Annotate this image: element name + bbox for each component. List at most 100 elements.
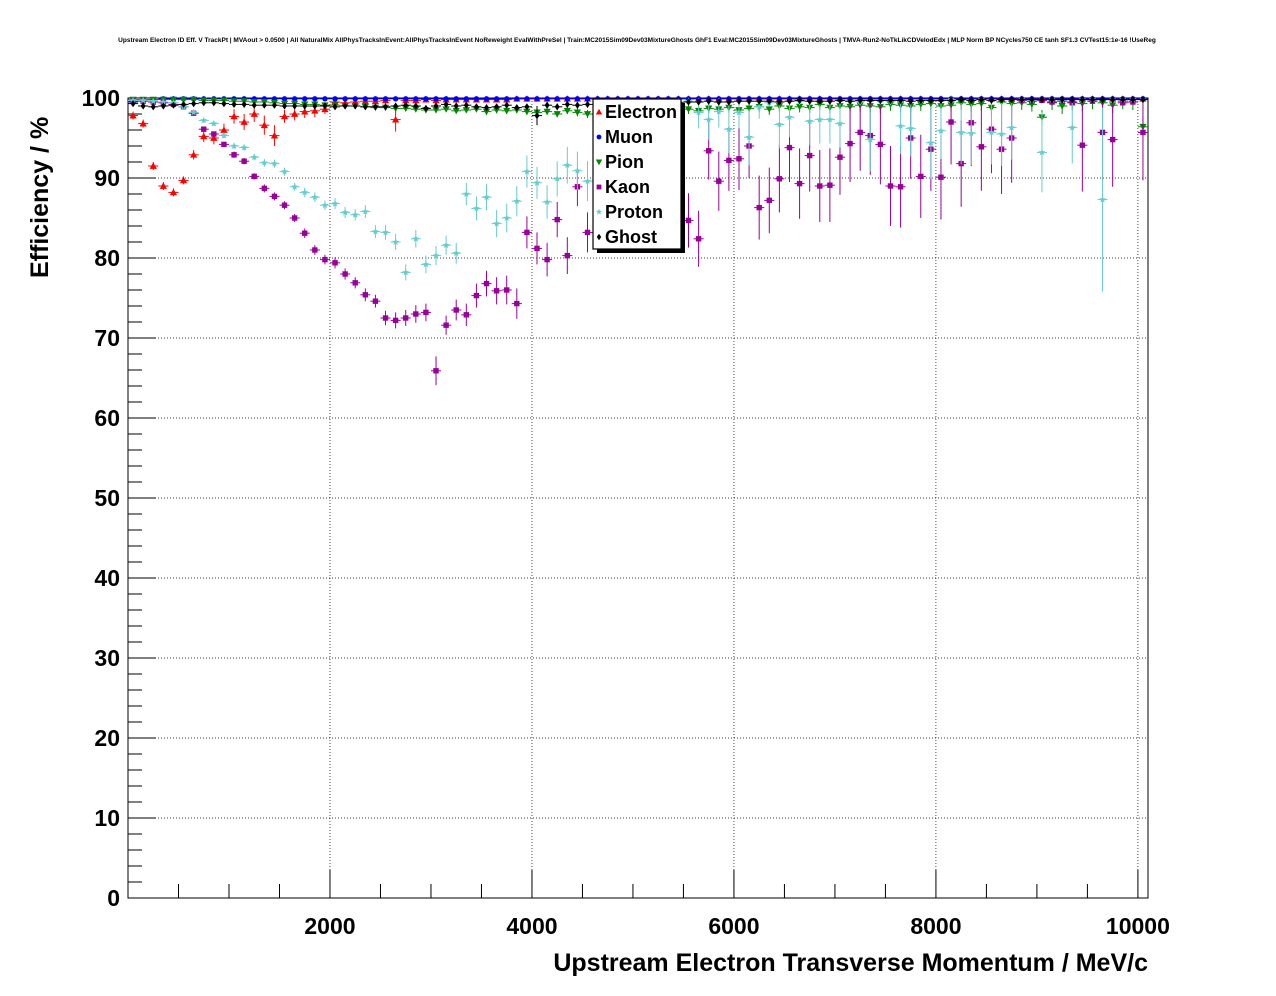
data-point <box>855 96 866 104</box>
data-point <box>501 203 512 233</box>
point-marker <box>311 107 319 114</box>
data-point <box>572 108 583 117</box>
point-marker <box>847 97 853 105</box>
point-marker <box>695 108 702 116</box>
point-marker <box>130 100 136 108</box>
data-point <box>360 103 371 111</box>
point-marker <box>452 107 460 115</box>
data-point <box>723 105 734 154</box>
data-point <box>329 103 341 111</box>
data-point <box>794 148 805 219</box>
data-point <box>824 148 835 222</box>
point-marker <box>220 132 228 139</box>
point-marker <box>574 96 581 102</box>
point-marker <box>382 96 389 102</box>
point-marker <box>200 116 208 124</box>
data-point <box>340 96 351 102</box>
point-marker <box>533 179 541 186</box>
point-marker <box>1120 96 1126 104</box>
point-marker <box>584 177 591 185</box>
point-marker <box>706 97 712 105</box>
data-point <box>1077 96 1088 104</box>
data-point <box>410 96 421 102</box>
point-marker <box>1059 96 1065 104</box>
point-marker <box>181 100 187 108</box>
data-point <box>410 230 421 248</box>
point-marker <box>1068 124 1076 131</box>
point-marker <box>897 184 904 190</box>
data-point <box>501 96 512 102</box>
point-marker <box>281 202 288 208</box>
data-point <box>713 151 724 211</box>
data-point <box>693 98 704 106</box>
data-point <box>128 111 139 120</box>
data-point <box>178 96 189 104</box>
data-point <box>249 153 260 161</box>
data-point <box>370 103 381 111</box>
data-point <box>1117 96 1128 104</box>
data-point <box>350 209 361 221</box>
point-marker <box>261 101 267 109</box>
point-marker <box>745 133 753 141</box>
data-point <box>986 96 997 104</box>
point-marker <box>887 183 894 189</box>
data-point <box>744 109 755 166</box>
point-marker <box>736 97 742 105</box>
point-marker <box>332 260 338 266</box>
data-point <box>956 100 967 165</box>
point-marker <box>281 96 288 102</box>
legend-marker <box>596 134 602 140</box>
point-marker <box>503 107 511 115</box>
y-tick-label: 30 <box>94 645 120 671</box>
data-point <box>259 184 270 193</box>
data-point <box>774 98 785 106</box>
data-point <box>774 145 785 213</box>
data-point <box>1047 96 1058 104</box>
data-point <box>259 101 270 109</box>
data-point <box>733 127 745 190</box>
data-point <box>350 96 361 102</box>
point-marker <box>988 128 995 136</box>
point-marker <box>553 111 561 118</box>
data-point <box>905 97 916 105</box>
data-point <box>249 101 260 109</box>
legend-entry-proton: Proton <box>596 202 663 222</box>
point-marker <box>423 309 429 316</box>
point-marker <box>583 111 592 118</box>
data-point <box>289 107 300 121</box>
y-tick-label: 90 <box>94 165 120 191</box>
data-point <box>228 151 240 158</box>
data-point <box>733 97 745 105</box>
data-point <box>370 294 381 308</box>
data-point <box>461 101 472 109</box>
data-point <box>441 100 452 108</box>
point-marker <box>190 108 198 116</box>
data-point <box>1036 96 1048 104</box>
data-point <box>582 161 593 202</box>
point-marker <box>190 151 198 158</box>
point-marker <box>432 252 440 259</box>
point-marker <box>211 131 217 137</box>
point-marker <box>322 96 328 102</box>
data-point <box>804 97 815 105</box>
data-point <box>218 141 229 148</box>
data-point <box>683 193 694 248</box>
point-marker <box>301 188 309 196</box>
legend-entry-electron: Electron <box>595 102 677 122</box>
point-marker <box>564 252 571 259</box>
data-point <box>289 182 300 191</box>
point-marker <box>251 101 257 109</box>
point-marker <box>483 280 490 287</box>
legend-entry-muon: Muon <box>596 127 653 147</box>
point-marker <box>483 104 490 112</box>
data-point <box>582 110 593 118</box>
data-point <box>309 245 320 255</box>
data-point <box>582 212 593 253</box>
data-point <box>400 96 411 102</box>
point-marker <box>392 317 399 324</box>
data-point <box>208 120 219 127</box>
data-point <box>481 104 492 112</box>
point-marker <box>726 98 732 106</box>
point-marker <box>463 96 470 102</box>
point-marker <box>402 268 410 276</box>
